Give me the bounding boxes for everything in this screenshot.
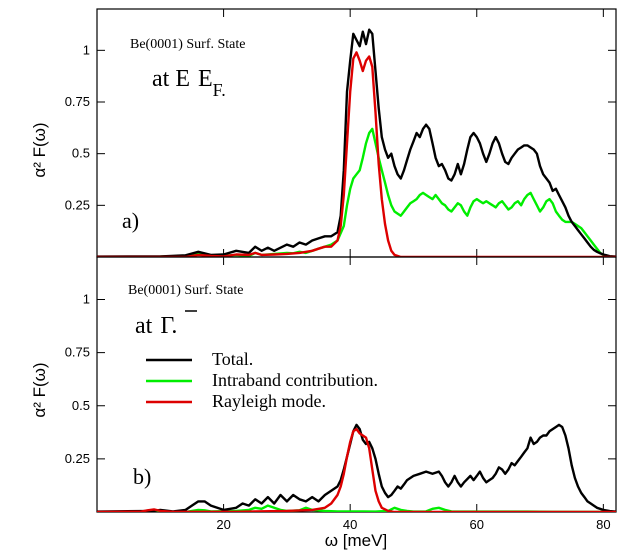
y-tick-label: 0.25 bbox=[65, 197, 90, 212]
panel-a-label: a) bbox=[122, 208, 139, 233]
panel-b-title: Be(0001) Surf. State bbox=[128, 283, 243, 298]
series-line-rayleigh-mode bbox=[97, 427, 616, 512]
series-line-intraband-contribution bbox=[97, 127, 616, 257]
panel-a-series bbox=[97, 28, 616, 257]
y-tick-label: 0.75 bbox=[65, 94, 90, 109]
panel-b-subtitle-suffix: . bbox=[171, 313, 177, 339]
x-tick-label: 20 bbox=[216, 517, 230, 532]
legend: Total.Intraband contribution.Rayleigh mo… bbox=[146, 349, 378, 411]
x-tick-label: 60 bbox=[470, 517, 484, 532]
panel-a-subtitle: at E EF. bbox=[152, 66, 226, 100]
panel-b-subtitle-symbol: Γ bbox=[160, 313, 174, 339]
panel-a-title: Be(0001) Surf. State bbox=[130, 37, 245, 52]
y-tick-label: 0.5 bbox=[72, 146, 90, 161]
panel-b-y-axis-label: α² F(ω) bbox=[30, 362, 49, 417]
y-tick-label: 1 bbox=[83, 42, 90, 57]
panel-b: 0.25 0.5 0.75 1 20 40 60 80 Be(0001) Surf. Sta… bbox=[30, 256, 617, 550]
panel-b-label: b) bbox=[133, 464, 151, 489]
series-line-total bbox=[97, 28, 616, 257]
panel-b-series bbox=[97, 423, 616, 512]
x-axis-label: ω [meV] bbox=[325, 531, 387, 550]
panel-a-y-axis-label: α² F(ω) bbox=[30, 122, 49, 177]
y-tick-label: 0.75 bbox=[65, 345, 90, 360]
panel-b-subtitle-prefix: at bbox=[135, 313, 153, 339]
panel-b-ylabel-text: α² F(ω) bbox=[30, 362, 49, 417]
legend-label: Rayleigh mode. bbox=[212, 391, 326, 411]
panel-a-x-ticks bbox=[223, 9, 604, 257]
panel-b-subtitle: at Γ. bbox=[135, 313, 177, 339]
panel-a-subtitle-prefix: at E bbox=[152, 66, 190, 92]
x-tick-label: 40 bbox=[343, 517, 357, 532]
panel-a-subtitle-sub: F bbox=[213, 80, 223, 100]
series-line-rayleigh-mode bbox=[97, 51, 616, 257]
panel-b-x-ticks: 20 40 60 80 bbox=[216, 257, 611, 532]
series-line-total bbox=[97, 423, 616, 512]
panel-a-ylabel-text: α² F(ω) bbox=[30, 122, 49, 177]
legend-label: Intraband contribution. bbox=[212, 370, 378, 390]
panel-a-subtitle-suffix: . bbox=[221, 80, 226, 100]
y-tick-label: 0.25 bbox=[65, 451, 90, 466]
y-tick-label: 1 bbox=[83, 292, 90, 307]
legend-label: Total. bbox=[212, 349, 253, 369]
x-tick-label: 80 bbox=[596, 517, 610, 532]
y-tick-label: 0.5 bbox=[72, 398, 90, 413]
panel-b-y-ticks: 0.25 0.5 0.75 1 bbox=[65, 292, 616, 466]
panel-a-subtitle-e: E bbox=[198, 66, 213, 92]
panel-a: 0.25 0.5 0.75 1 Be(0001) Surf. State at E EF… bbox=[30, 8, 617, 258]
panel-a-y-ticks: 0.25 0.5 0.75 1 bbox=[65, 42, 616, 212]
